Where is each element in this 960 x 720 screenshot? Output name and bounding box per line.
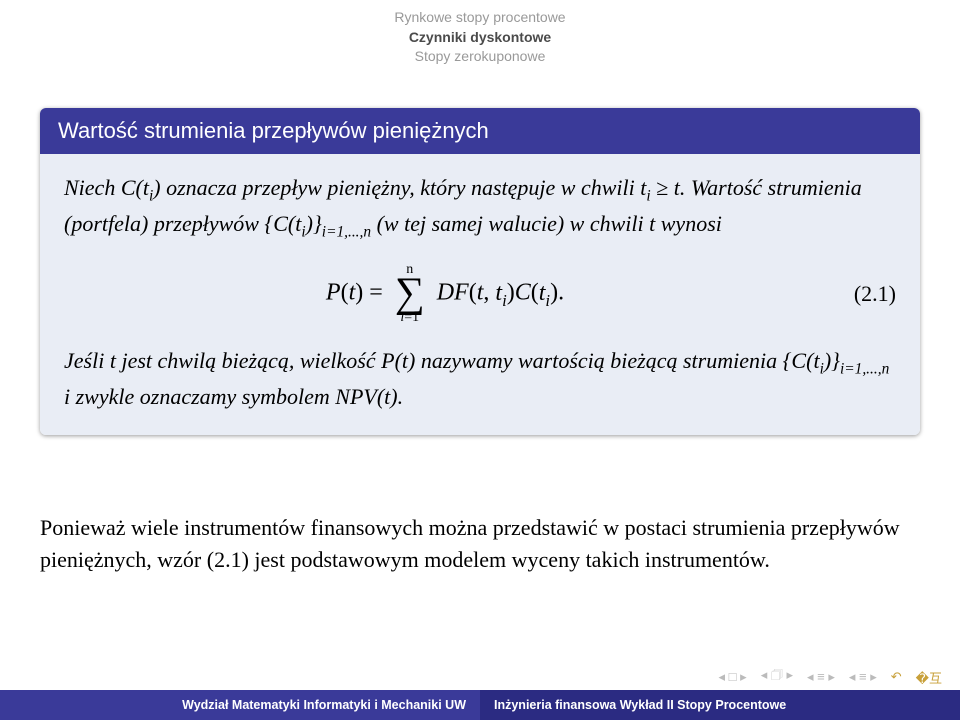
block-after: Jeśli t jest chwilą bieżącą, wielkość P(… xyxy=(64,345,896,413)
nav-search-icon[interactable]: �互 xyxy=(916,668,942,687)
block-intro: Niech C(ti) oznacza przepływ pieniężny, … xyxy=(64,172,896,243)
eq-lhs: P(t) = xyxy=(326,280,389,306)
summation: n ∑ i=1 xyxy=(395,263,425,325)
nav-back-icon[interactable]: ↶ xyxy=(891,669,902,685)
nav-line-2[interactable]: Czynniki dyskontowe xyxy=(0,28,960,48)
footer: Wydział Matematyki Informatyki i Mechani… xyxy=(0,690,960,720)
nav-prev-frame-icon[interactable]: ◂ ≡ ▸ xyxy=(849,669,877,685)
equation: P(t) = n ∑ i=1 DF(t, ti)C(ti). xyxy=(64,263,826,325)
footer-right-text: Inżynieria finansowa Wykład II Stopy Pro… xyxy=(494,698,786,712)
footer-right: Inżynieria finansowa Wykład II Stopy Pro… xyxy=(480,690,960,720)
nav-line-1[interactable]: Rynkowe stopy procentowe xyxy=(0,8,960,28)
beamer-nav-icons: ◂ □ ▸ ◂ 🗇 ▸ ◂ ≡ ▸ ◂ ≡ ▸ ↶ �互 xyxy=(719,666,942,688)
sigma-icon: ∑ xyxy=(395,277,425,311)
eq-rhs: DF(t, ti)C(ti). xyxy=(437,280,564,306)
equation-number: (2.1) xyxy=(826,278,896,310)
nav-prev-section-icon[interactable]: ◂ 🗇 ▸ xyxy=(761,666,793,688)
slide: Rynkowe stopy procentowe Czynniki dyskon… xyxy=(0,0,960,720)
footer-left: Wydział Matematyki Informatyki i Mechani… xyxy=(0,698,480,712)
under-paragraph: Ponieważ wiele instrumentów finansowych … xyxy=(40,512,920,576)
block-title: Wartość strumienia przepływów pieniężnyc… xyxy=(40,108,920,154)
theorem-block: Wartość strumienia przepływów pieniężnyc… xyxy=(40,108,920,435)
nav-prev-slide-icon[interactable]: ◂ □ ▸ xyxy=(719,669,747,685)
nav-line-3[interactable]: Stopy zerokuponowe xyxy=(0,47,960,67)
equation-row: P(t) = n ∑ i=1 DF(t, ti)C(ti). (2.1) xyxy=(64,263,896,325)
nav-prev-subsection-icon[interactable]: ◂ ≡ ▸ xyxy=(807,669,835,685)
section-nav: Rynkowe stopy procentowe Czynniki dyskon… xyxy=(0,8,960,67)
block-body: Niech C(ti) oznacza przepływ pieniężny, … xyxy=(40,154,920,435)
